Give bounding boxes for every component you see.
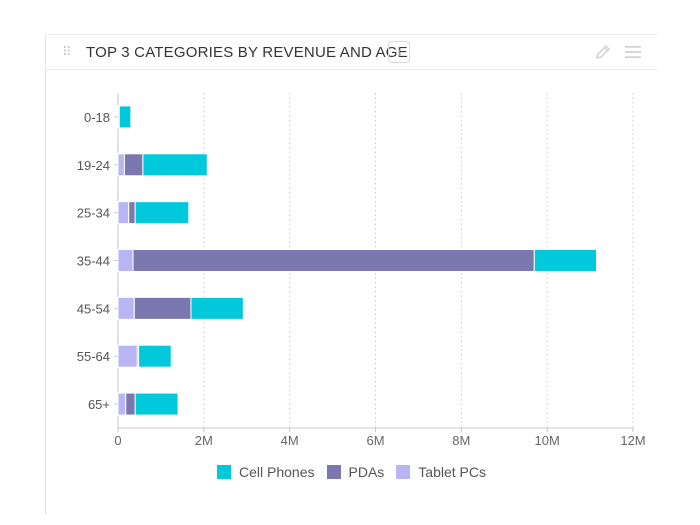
bar-tablet-pcs — [117, 392, 127, 416]
y-tick-label: 55-64 — [77, 349, 110, 364]
x-tick-label: 10M — [535, 433, 560, 448]
drag-handle-icon[interactable]: ⠿ — [62, 44, 71, 59]
legend-item[interactable]: Cell Phones — [217, 464, 315, 480]
y-tick-label: 0-18 — [84, 110, 110, 125]
bar-tablet-pcs — [117, 296, 135, 320]
info-icon[interactable]: i — [388, 41, 410, 63]
chart-widget: ⠿ TOP 3 CATEGORIES BY REVENUE AND AGE i — [45, 34, 658, 515]
legend-label: Cell Phones — [239, 464, 315, 480]
x-tick-label: 6M — [366, 433, 384, 448]
y-tick-label: 45-54 — [77, 301, 110, 316]
x-tick-label: 12M — [620, 433, 645, 448]
bar-cell-phones — [190, 296, 244, 320]
legend-item[interactable]: PDAs — [326, 464, 385, 480]
legend-label: Tablet PCs — [418, 464, 486, 480]
bar-pdas — [132, 249, 535, 272]
x-tick-label: 4M — [281, 433, 299, 448]
y-tick-label: 19-24 — [77, 158, 110, 173]
chart-legend: Cell Phones PDAs Tablet PCs — [217, 464, 486, 480]
bar-cell-phones — [142, 153, 208, 177]
widget-title: TOP 3 CATEGORIES BY REVENUE AND AGE — [86, 44, 408, 61]
bar-cell-phones — [134, 392, 179, 416]
bar-tablet-pcs — [117, 344, 138, 368]
widget-header: ⠿ TOP 3 CATEGORIES BY REVENUE AND AGE i — [46, 35, 658, 70]
bar-pdas — [133, 296, 192, 320]
y-tick-label: 35-44 — [77, 254, 110, 269]
legend-swatch — [396, 465, 411, 479]
legend-swatch — [326, 465, 341, 479]
bar-pdas — [123, 153, 144, 177]
menu-icon[interactable] — [624, 44, 642, 60]
legend-item[interactable]: Tablet PCs — [396, 464, 486, 480]
bar-cell-phones — [533, 249, 598, 272]
x-tick-label: 2M — [195, 433, 213, 448]
bar-tablet-pcs — [117, 153, 125, 177]
y-tick-label: 25-34 — [77, 206, 110, 221]
bar-cell-phones — [118, 105, 132, 129]
legend-swatch — [217, 465, 231, 479]
edit-icon[interactable] — [594, 43, 612, 61]
bar-tablet-pcs — [117, 249, 134, 272]
legend-label: PDAs — [348, 464, 385, 480]
bar-cell-phones — [134, 201, 190, 225]
bar-tablet-pcs — [117, 201, 130, 225]
x-tick-label: 0 — [114, 433, 121, 448]
x-tick-label: 8M — [452, 433, 470, 448]
bar-pdas — [125, 392, 136, 416]
bar-pdas — [128, 201, 136, 225]
y-tick-label: 65+ — [88, 397, 110, 412]
bar-cell-phones — [138, 344, 172, 368]
